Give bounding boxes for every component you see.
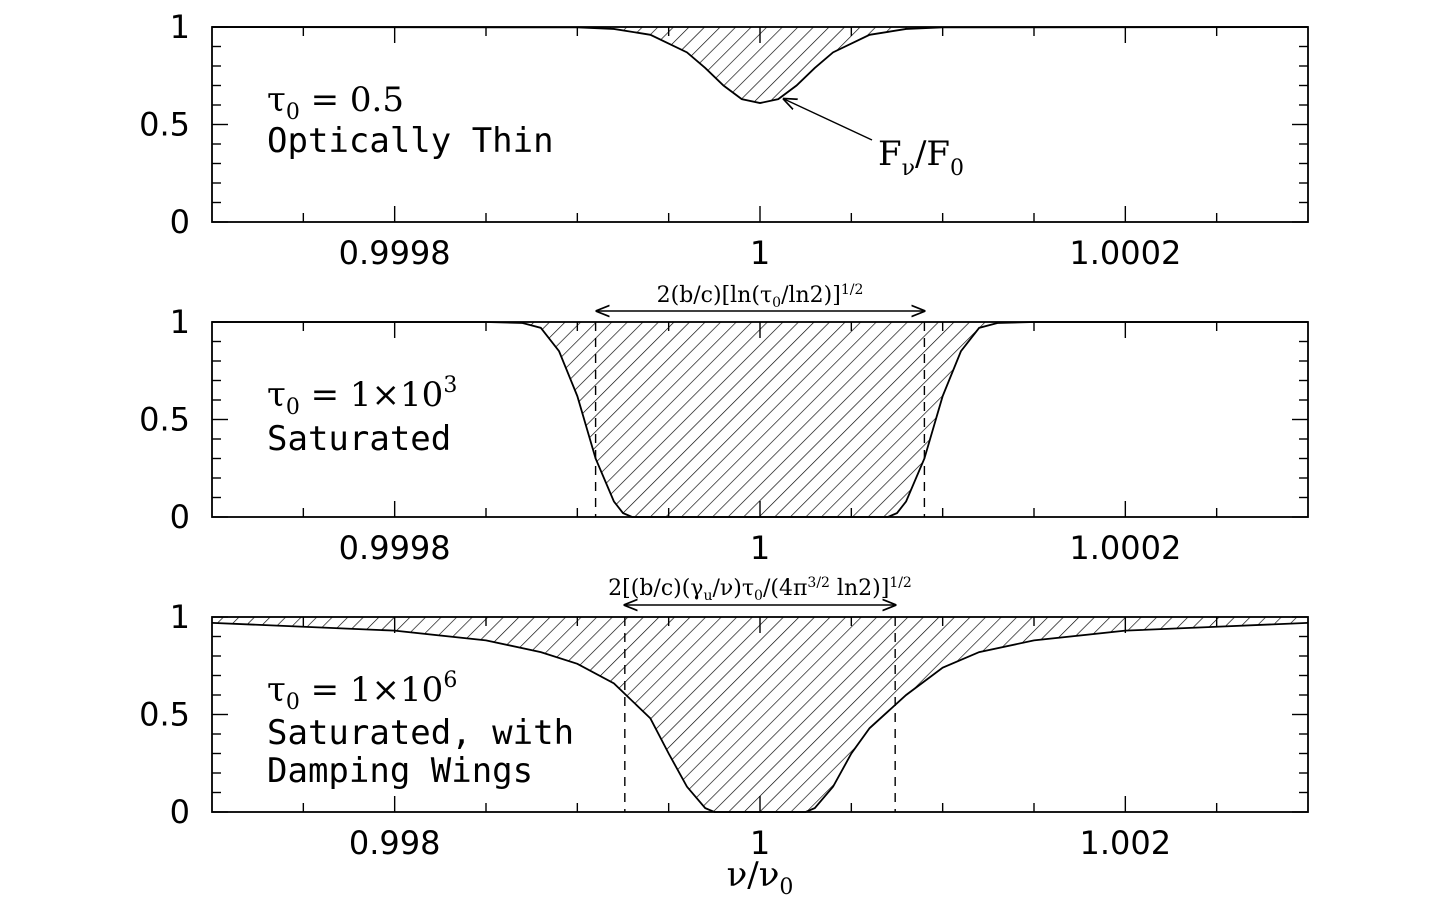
panel1-absorption-fill	[212, 27, 1308, 104]
panel3-y-tick-label: 0	[170, 793, 190, 831]
panel1-x-tick-label: 0.9998	[339, 234, 451, 272]
panel1-y-tick-label: 0	[170, 203, 190, 241]
x-axis-label: ν/ν0	[727, 855, 794, 900]
panel3-width-label: 2[(b/c)(γu/ν)τ0/(4π3/2 ln2)]1/2	[608, 575, 912, 604]
panel2-tau-label: τ0 = 1×103	[267, 373, 457, 420]
panel1-y-tick-label: 1	[170, 8, 190, 46]
panel2-x-tick-label: 1.0002	[1069, 529, 1181, 567]
panel2-absorption-fill	[212, 322, 1308, 517]
panel3-absorption-fill	[212, 617, 1308, 812]
panel1-flux-annotation: Fν/F0	[878, 134, 964, 181]
panel-saturated: 0.9998 1 1.0002 0 0.5 1	[139, 303, 1309, 567]
panel2-y-tick-label: 0.5	[139, 401, 190, 439]
panel1-x-tick-label: 1.0002	[1069, 234, 1181, 272]
panel2-y-tick-label: 1	[170, 303, 190, 341]
panel3-tau-label: τ0 = 1×106	[267, 668, 457, 715]
panel3-x-tick-label: 0.998	[349, 824, 441, 862]
panel2-y-tick-label: 0	[170, 498, 190, 536]
panel3-regime-line1: Saturated, with	[267, 713, 574, 753]
panel1-y-tick-label: 0.5	[139, 106, 190, 144]
panel1-annotation-arrow	[784, 99, 873, 141]
panel1-x-tick-label: 1	[750, 234, 770, 272]
panel3-y-tick-label: 0.5	[139, 696, 190, 734]
panel1-tau-label: τ0 = 0.5	[267, 80, 404, 125]
panel3-x-tick-label: 1.002	[1080, 824, 1172, 862]
panel2-width-label: 2(b/c)[ln(τ0/ln2)]1/2	[657, 282, 864, 311]
panel2-x-tick-label: 0.9998	[339, 529, 451, 567]
panel3-y-tick-label: 1	[170, 598, 190, 636]
panel2-x-tick-label: 1	[750, 529, 770, 567]
panel-damping-wings: 0.998 1 1.002 0 0.5 1	[139, 598, 1309, 862]
panel-optically-thin: 0.9998 1 1.0002 0 0.5 1	[139, 8, 1309, 272]
panel3-x-tick-label: 1	[750, 824, 770, 862]
panel2-regime-label: Saturated	[267, 419, 451, 459]
panel3-regime-line2: Damping Wings	[267, 751, 533, 791]
panel1-flux-curve	[211, 26, 1309, 104]
panel1-regime-label: Optically Thin	[267, 121, 554, 161]
